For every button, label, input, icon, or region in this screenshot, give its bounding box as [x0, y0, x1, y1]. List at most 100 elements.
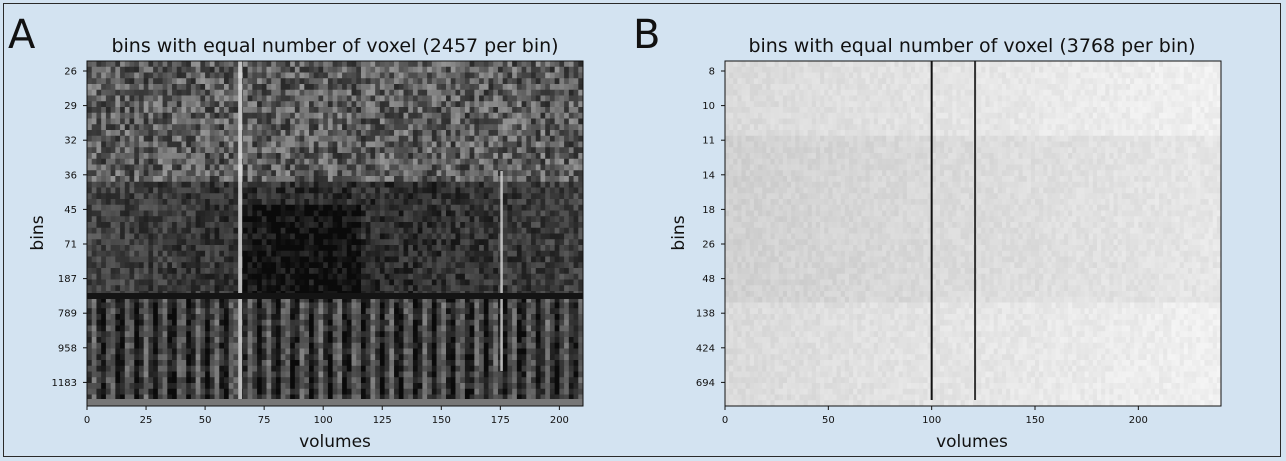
heatmap-cell — [101, 135, 107, 142]
heatmap-cell — [242, 308, 249, 315]
heatmap-cell — [469, 319, 475, 326]
heatmap-cell — [271, 89, 277, 96]
heatmap-cell — [412, 147, 419, 154]
heatmap-cell — [186, 204, 192, 211]
heatmap-cell — [356, 187, 362, 194]
heatmap-cell — [488, 210, 494, 217]
heatmap-cell — [190, 89, 197, 96]
heatmap-cell — [455, 181, 461, 188]
heatmap-cell — [516, 233, 522, 240]
heatmap-cell — [138, 199, 145, 206]
heatmap-cell — [370, 250, 376, 257]
heatmap-cell — [493, 199, 499, 206]
heatmap-cell — [209, 250, 215, 257]
heatmap-cell — [342, 101, 348, 108]
heatmap-cell — [441, 181, 447, 188]
heatmap-cell — [233, 193, 239, 200]
heatmap-cell — [332, 153, 338, 160]
heatmap-cell — [105, 222, 112, 229]
heatmap-cell — [365, 325, 371, 332]
heatmap-cell — [394, 308, 400, 315]
heatmap-cell — [257, 239, 263, 246]
heatmap-cell — [412, 216, 419, 223]
heatmap-cell — [559, 124, 565, 131]
heatmap-cell — [474, 118, 480, 125]
heatmap-cell — [483, 147, 489, 154]
heatmap-cell — [233, 130, 239, 137]
heatmap-cell — [493, 273, 499, 280]
heatmap-cell — [294, 279, 300, 286]
heatmap-cell — [323, 101, 329, 108]
heatmap-cell — [96, 101, 102, 108]
heatmap-cell — [403, 233, 409, 240]
heatmap-cell — [176, 187, 182, 194]
heatmap-cell — [257, 302, 263, 309]
heatmap-cell — [469, 84, 475, 91]
heatmap-cell — [488, 222, 494, 229]
heatmap-cell — [436, 181, 442, 188]
heatmap-cell — [285, 227, 291, 234]
heatmap-cell — [342, 325, 348, 332]
heatmap-cell — [138, 95, 145, 102]
heatmap-cell — [285, 147, 291, 154]
heatmap-cell — [186, 181, 192, 188]
heatmap-cell — [124, 124, 130, 131]
heatmap-cell — [323, 204, 329, 211]
heatmap-cell — [91, 187, 97, 194]
heatmap-cell — [143, 147, 149, 154]
heatmap-cell — [181, 135, 187, 142]
heatmap-cell — [427, 158, 433, 165]
heatmap-cell — [531, 164, 537, 171]
heatmap-cell — [87, 66, 93, 73]
heatmap-cell — [327, 296, 334, 303]
heatmap-cell — [252, 222, 258, 229]
heatmap-cell — [379, 153, 385, 160]
heatmap-cell — [408, 239, 414, 246]
heatmap-cell — [327, 107, 334, 114]
heatmap-cell — [356, 204, 362, 211]
heatmap-cell — [417, 72, 423, 79]
heatmap-cell — [233, 245, 239, 252]
heatmap-cell — [157, 268, 163, 275]
heatmap-cell — [512, 308, 518, 315]
heatmap-cell — [554, 181, 560, 188]
heatmap-cell — [91, 124, 97, 131]
heatmap-cell — [389, 72, 395, 79]
heatmap-cell — [271, 273, 277, 280]
heatmap-cell — [257, 164, 263, 171]
heatmap-cell — [299, 118, 305, 125]
heatmap-cell — [545, 273, 551, 280]
heatmap-cell — [313, 66, 319, 73]
heatmap-cell — [318, 101, 324, 108]
heatmap-cell — [446, 227, 452, 234]
heatmap-cell — [379, 193, 385, 200]
heatmap-cell — [417, 135, 423, 142]
heatmap-cell — [233, 314, 239, 321]
heatmap-cell — [455, 319, 461, 326]
heatmap-cell — [427, 256, 433, 263]
heatmap-cell — [578, 181, 584, 188]
heatmap-cell — [464, 181, 471, 188]
heatmap-cell — [384, 193, 390, 200]
heatmap-cell — [531, 279, 537, 286]
heatmap-cell — [431, 239, 437, 246]
heatmap-cell — [162, 78, 168, 85]
heatmap-cell — [342, 176, 348, 183]
heatmap-cell — [384, 72, 390, 79]
heatmap-cell — [209, 233, 215, 240]
heatmap-cell — [573, 181, 579, 188]
heatmap-cell — [110, 158, 116, 165]
heatmap-cell — [526, 250, 532, 257]
heatmap-cell — [384, 210, 390, 217]
heatmap-cell — [261, 302, 267, 309]
heatmap-cell — [228, 331, 234, 338]
heatmap-cell — [233, 199, 239, 206]
heatmap-cell — [115, 153, 121, 160]
heatmap-cell — [318, 66, 324, 73]
heatmap-cell — [516, 227, 522, 234]
heatmap-cell — [275, 164, 282, 171]
heatmap-cell — [129, 279, 135, 286]
heatmap-cell — [488, 124, 494, 131]
heatmap-cell — [422, 262, 428, 269]
heatmap-cell — [223, 170, 230, 177]
